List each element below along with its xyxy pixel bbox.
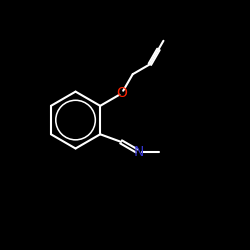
Text: N: N (134, 146, 144, 160)
Text: O: O (116, 86, 127, 101)
